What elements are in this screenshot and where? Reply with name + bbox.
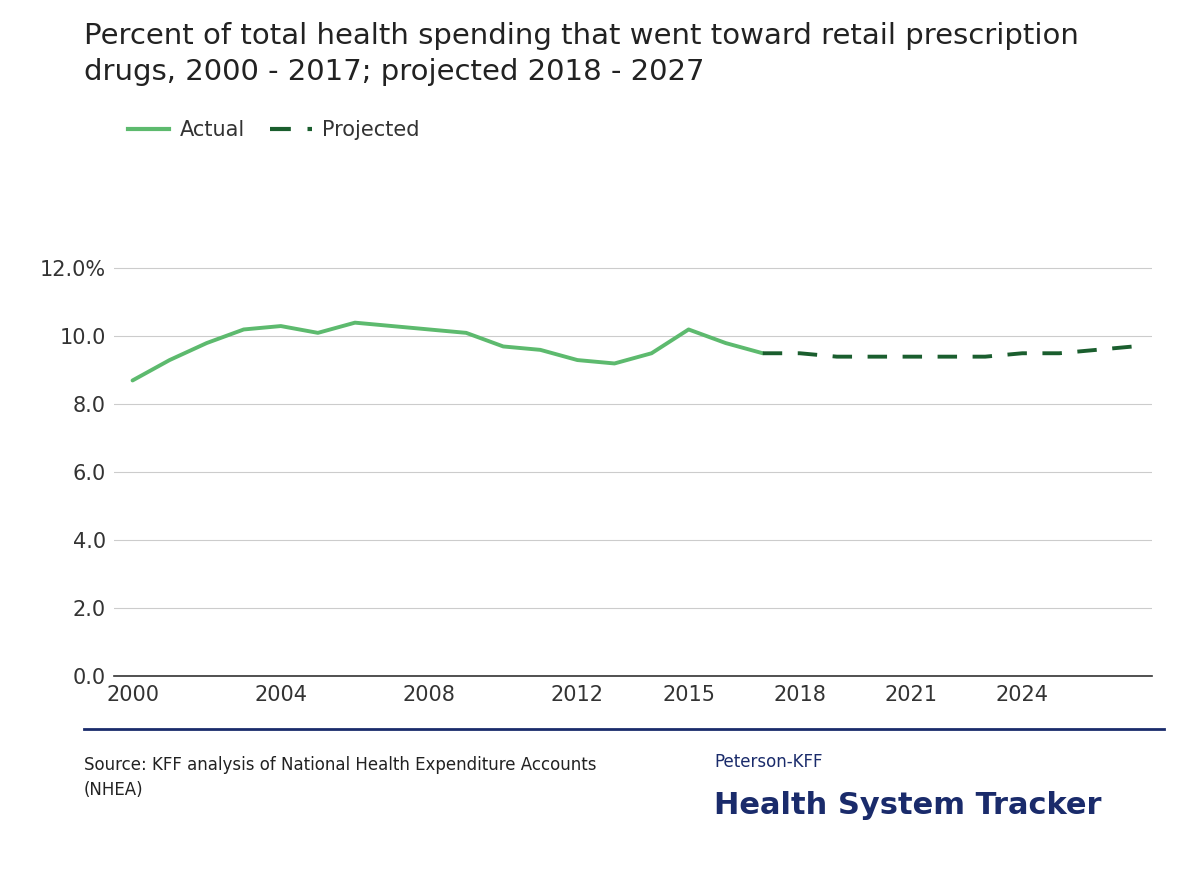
Text: Health System Tracker: Health System Tracker [714, 791, 1102, 820]
Text: Source: KFF analysis of National Health Expenditure Accounts
(NHEA): Source: KFF analysis of National Health … [84, 756, 596, 799]
Text: Percent of total health spending that went toward retail prescription
drugs, 200: Percent of total health spending that we… [84, 22, 1079, 86]
Text: Peterson-KFF: Peterson-KFF [714, 753, 822, 771]
Legend: Actual, Projected: Actual, Projected [119, 112, 428, 149]
